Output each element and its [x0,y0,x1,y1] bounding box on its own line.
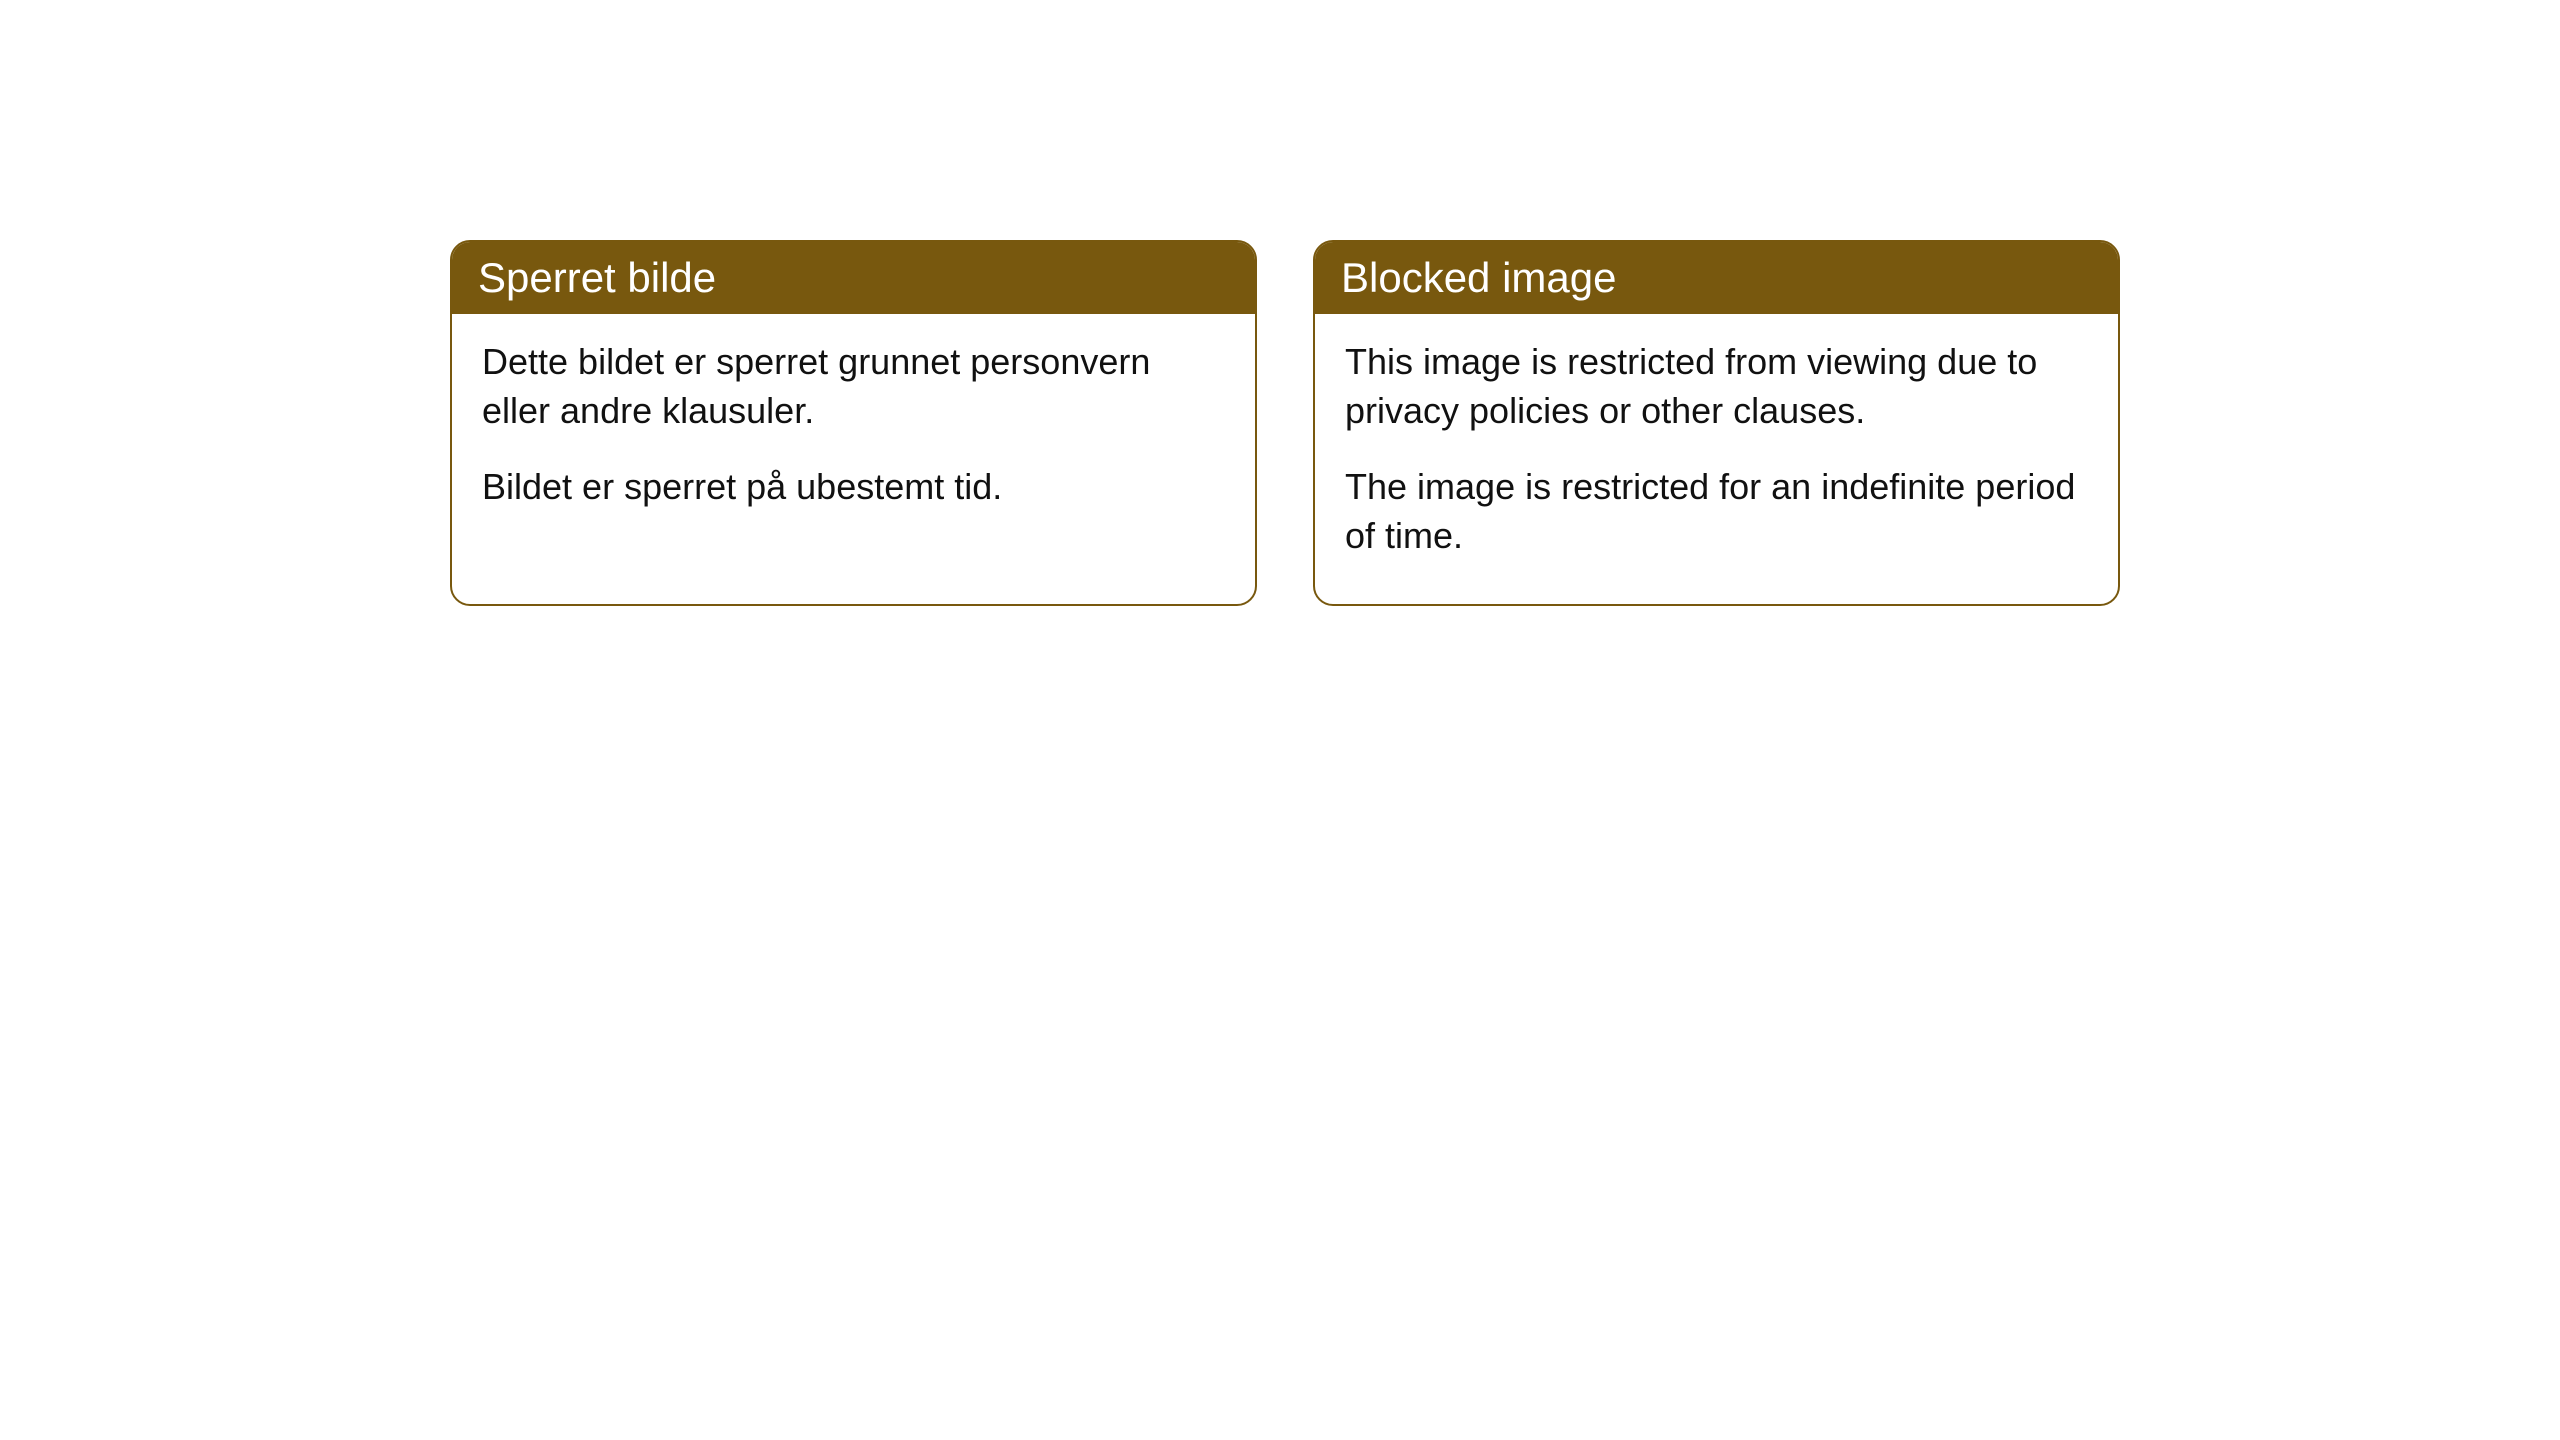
card-text-line1: This image is restricted from viewing du… [1345,338,2088,435]
card-body: This image is restricted from viewing du… [1315,314,2118,604]
card-body: Dette bildet er sperret grunnet personve… [452,314,1255,556]
card-header: Blocked image [1315,242,2118,314]
card-text-line2: The image is restricted for an indefinit… [1345,463,2088,560]
card-text-line2: Bildet er sperret på ubestemt tid. [482,463,1225,512]
notice-card-english: Blocked image This image is restricted f… [1313,240,2120,606]
notice-cards-container: Sperret bilde Dette bildet er sperret gr… [450,240,2120,606]
card-header: Sperret bilde [452,242,1255,314]
card-text-line1: Dette bildet er sperret grunnet personve… [482,338,1225,435]
notice-card-norwegian: Sperret bilde Dette bildet er sperret gr… [450,240,1257,606]
